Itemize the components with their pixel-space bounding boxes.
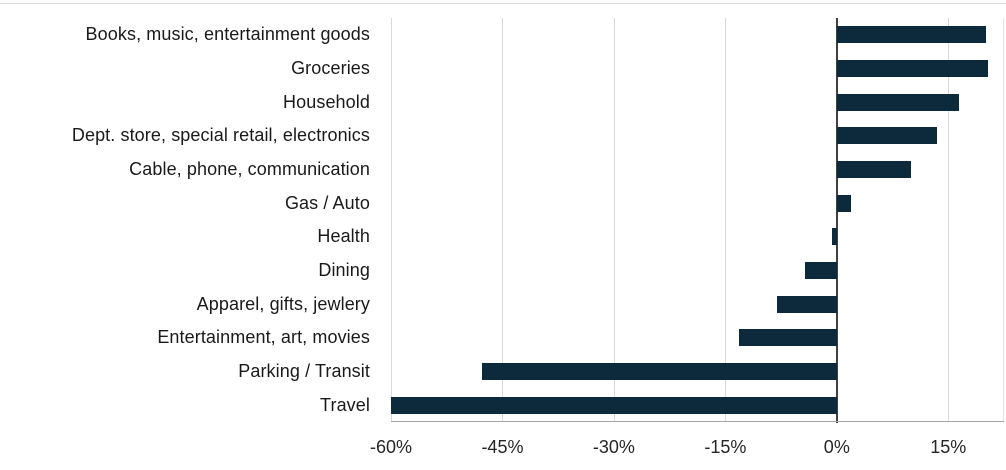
gridline--30% <box>613 18 615 422</box>
x-tick-label: -30% <box>592 437 635 457</box>
bar <box>482 363 837 380</box>
category-label: Travel <box>320 394 370 415</box>
category-label: Books, music, entertainment goods <box>85 24 370 45</box>
gridline--15% <box>725 18 727 422</box>
bar <box>391 396 837 414</box>
category-label: Dining <box>318 259 370 280</box>
gridline--45% <box>502 18 504 422</box>
x-tick-label: -45% <box>481 437 524 457</box>
gridline--60% <box>391 18 392 422</box>
bar <box>777 295 837 313</box>
bar <box>836 127 938 145</box>
plot-area <box>391 18 1004 423</box>
category-axis-labels: Books, music, entertainment goods Groceri… <box>0 18 370 422</box>
bar <box>836 60 988 77</box>
page-top-divider <box>0 3 1006 4</box>
category-label: Parking / Transit <box>238 360 370 381</box>
category-label: Dept. store, special retail, electronics <box>71 125 370 146</box>
x-axis-tick-labels: -60% -45% -30% -15% 0% 15% <box>370 437 1004 461</box>
x-tick-label: -60% <box>369 437 413 457</box>
category-label: Entertainment, art, movies <box>157 327 370 348</box>
category-label: Gas / Auto <box>284 192 370 213</box>
bar <box>832 228 837 246</box>
x-tick-label: 15% <box>930 437 967 457</box>
x-tick-label: 0% <box>823 437 850 457</box>
bar <box>739 329 837 347</box>
category-label: Household <box>283 91 370 112</box>
x-tick-label: -15% <box>704 437 747 457</box>
category-label: Groceries <box>291 57 370 78</box>
bar <box>836 93 960 111</box>
x-axis-line <box>391 421 1004 422</box>
bar <box>836 194 851 212</box>
zero-baseline <box>835 18 838 423</box>
category-label: Cable, phone, communication <box>129 158 370 179</box>
bar <box>836 26 987 44</box>
bar <box>804 262 837 279</box>
gridline-15% <box>948 18 950 422</box>
plot-right-border <box>1003 18 1004 422</box>
category-label: Apparel, gifts, jewlery <box>196 293 370 314</box>
category-label: Health <box>317 226 370 247</box>
bar <box>836 161 912 178</box>
